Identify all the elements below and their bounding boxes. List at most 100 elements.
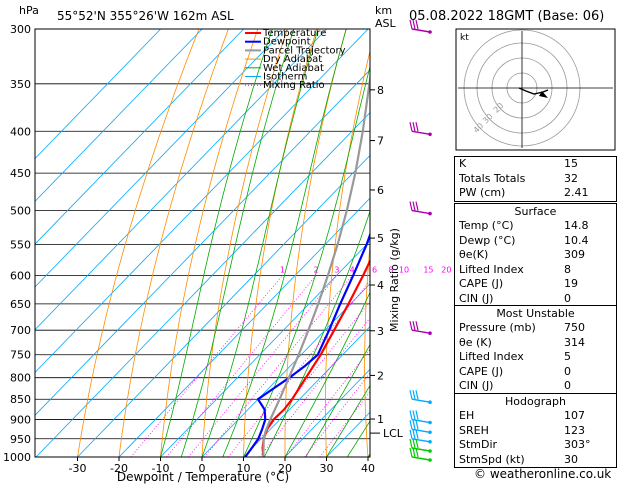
wind-barb-flag bbox=[412, 429, 416, 439]
wind-barb-staff bbox=[411, 447, 431, 452]
table-row-label: Lifted Index bbox=[459, 262, 524, 276]
background-lines bbox=[35, 29, 370, 457]
temperature-axis: -30 -20 -10 0 10 20 30 40 bbox=[69, 457, 375, 475]
pressure-tick-label: 550 bbox=[10, 238, 31, 251]
wind-barb-flag bbox=[415, 390, 419, 400]
hodograph-kt-label: kt bbox=[460, 33, 469, 43]
table-row-value: 0 bbox=[564, 379, 571, 392]
wind-barb-flag bbox=[415, 321, 419, 331]
table-row-label: EH bbox=[459, 409, 475, 422]
wet-adiabat-line bbox=[284, 291, 370, 457]
surface-title: Surface bbox=[514, 205, 557, 218]
isotherm-line bbox=[284, 368, 370, 457]
table-row: θe(K) 309 bbox=[455, 248, 616, 263]
pressure-axis: 300 350 400 450 500 550 600 650 700 750 800 850 900 9… bbox=[3, 23, 31, 464]
wind-barb-flag bbox=[409, 420, 413, 430]
table-row-label: StmSpd (kt) bbox=[459, 452, 525, 466]
legend-label: Wet Adiabat bbox=[263, 63, 324, 74]
table-row-value: 750 bbox=[564, 321, 585, 334]
pressure-tick-label: 650 bbox=[10, 298, 31, 311]
table-row: EH 107 bbox=[455, 409, 616, 424]
wind-barb bbox=[409, 321, 432, 336]
isotherm-line bbox=[35, 29, 369, 374]
table-row: StmSpd (kt) 30 bbox=[455, 453, 616, 468]
hodograph-table: Hodograph EH 107 SREH 123 StmDir 303° StmSpd (… bbox=[454, 393, 617, 468]
table-row-label: θe(K) bbox=[459, 248, 489, 261]
table-row: Pressure (mb) 750 bbox=[455, 321, 616, 336]
wind-barb-staff bbox=[411, 428, 431, 433]
mixing-ratio-tick-label: 15 bbox=[423, 265, 433, 274]
dry-adiabat-line bbox=[160, 29, 259, 457]
wind-barb-flag bbox=[415, 122, 419, 132]
wind-barb bbox=[409, 447, 432, 462]
wind-barb-flag bbox=[409, 19, 413, 30]
height-tick-label: 5 bbox=[377, 232, 384, 245]
height-tick-label: 2 bbox=[377, 369, 384, 382]
dry-adiabat-line bbox=[201, 29, 288, 457]
pressure-tick-label: 350 bbox=[10, 78, 31, 91]
table-row-value: 0 bbox=[564, 364, 571, 378]
wind-barb-flag bbox=[415, 410, 419, 420]
table-row-label: CIN (J) bbox=[459, 379, 494, 392]
isotherm-line bbox=[35, 29, 244, 245]
mixing-ratio-line bbox=[285, 348, 370, 457]
table-row: CIN (J) 0 bbox=[455, 292, 616, 307]
wind-barb-flag bbox=[412, 410, 416, 420]
table-row: Lifted Index 8 bbox=[455, 263, 616, 278]
mixing-ratio-axis-title: Mixing Ratio (g/kg) bbox=[388, 228, 401, 332]
height-tick-label: 1 bbox=[377, 413, 384, 426]
table-row-value: 14.8 bbox=[564, 219, 589, 232]
wind-barb-flag bbox=[415, 201, 419, 211]
temperature-tick-label: -30 bbox=[69, 462, 87, 475]
wind-barb-dot bbox=[428, 132, 432, 137]
footer-credit: © weatheronline.co.uk bbox=[474, 467, 612, 481]
isotherm-line bbox=[118, 197, 370, 457]
mixing-ratio-line bbox=[204, 275, 353, 457]
legend-label: Dewpoint bbox=[263, 37, 311, 48]
wind-barb-dot bbox=[428, 331, 432, 336]
table-row-value: 123 bbox=[564, 423, 585, 437]
dry-adiabat-line bbox=[118, 29, 229, 457]
isotherm-line bbox=[243, 326, 370, 457]
height-tick-label: 8 bbox=[377, 84, 384, 97]
isotherm-line bbox=[77, 154, 370, 457]
wind-barbs bbox=[409, 19, 432, 462]
table-row: StmDir 303° bbox=[455, 438, 616, 453]
isotherm-line bbox=[35, 69, 370, 416]
table-row-value: 107 bbox=[564, 409, 585, 422]
wind-barb-flag bbox=[409, 321, 413, 331]
table-row-label: CAPE (J) bbox=[459, 277, 504, 290]
mixing-ratio-tick-label: 1 bbox=[280, 265, 285, 274]
pressure-tick-label: 500 bbox=[10, 205, 31, 218]
wind-barb-dot bbox=[428, 449, 432, 453]
asl-label: ASL bbox=[375, 17, 397, 30]
totals-totals-value: 32 bbox=[564, 171, 578, 185]
mixing-ratio-tick-label: 8 bbox=[388, 265, 393, 274]
x-axis-title: Dewpoint / Temperature (°C) bbox=[117, 470, 289, 484]
hodograph-trace bbox=[518, 87, 549, 95]
profile-lines bbox=[244, 73, 370, 457]
wind-barb bbox=[409, 429, 432, 444]
wind-barb-staff bbox=[411, 456, 431, 461]
wind-barb bbox=[409, 438, 432, 453]
table-row-label: Dewp (°C) bbox=[459, 233, 516, 247]
table-row-label: Temp (°C) bbox=[459, 219, 514, 232]
table-row-value: 314 bbox=[564, 335, 585, 349]
temperature-tick-label: 0 bbox=[199, 462, 206, 475]
mixing-ratio-tick-label: 10 bbox=[399, 265, 409, 274]
wind-barb-flag bbox=[409, 429, 413, 439]
table-row-value: 30 bbox=[564, 452, 578, 466]
temperature-tick-label: -20 bbox=[110, 462, 128, 475]
pw-value: 2.41 bbox=[564, 186, 589, 199]
dry-adiabat-line bbox=[243, 29, 318, 457]
mixing-ratio-line bbox=[166, 275, 317, 457]
table-row: CIN (J) 0 bbox=[455, 379, 616, 394]
temperature-tick-label: 20 bbox=[278, 462, 292, 475]
wet-adiabat-line bbox=[305, 343, 370, 457]
mixing-ratio-tick-label: 6 bbox=[372, 265, 377, 274]
table-row: θe (K) 314 bbox=[455, 336, 616, 351]
table-row-value: 0 bbox=[564, 291, 571, 305]
wind-barb-flag bbox=[409, 410, 413, 420]
wind-barb-dot bbox=[428, 420, 432, 425]
